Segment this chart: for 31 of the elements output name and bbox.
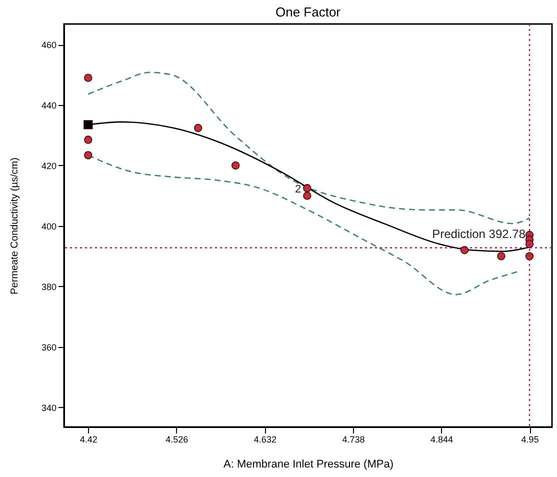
point xyxy=(84,151,92,160)
annotation: 2 xyxy=(295,184,302,196)
y-tick-label: 340 xyxy=(41,402,56,413)
point xyxy=(84,120,93,130)
line-series xyxy=(88,72,530,224)
chart-title: One Factor xyxy=(275,4,342,20)
y-tick-label: 400 xyxy=(41,221,56,232)
x-tick-label: 4.42 xyxy=(80,434,98,444)
point xyxy=(303,192,312,200)
y-axis-title: Permeate Conductivity (µs/cm) xyxy=(9,158,20,294)
y-tick-label: 420 xyxy=(41,160,56,171)
x-axis-title: A: Membrane Inlet Pressure (MPa) xyxy=(224,458,394,470)
point xyxy=(303,184,312,192)
y-tick-label: 460 xyxy=(41,40,56,50)
y-tick-label: 360 xyxy=(41,342,56,352)
point xyxy=(84,74,92,82)
annotation: Prediction 392.78 xyxy=(432,226,526,241)
x-tick-label: 4.526 xyxy=(166,434,188,444)
point xyxy=(525,240,534,248)
x-tick-label: 4.738 xyxy=(342,434,365,444)
point xyxy=(497,252,506,260)
point xyxy=(84,136,92,144)
x-tick-label: 4.844 xyxy=(430,434,454,444)
point xyxy=(231,161,240,170)
x-tick-label: 4.95 xyxy=(521,434,539,444)
point xyxy=(525,252,534,260)
y-tick-label: 380 xyxy=(41,282,56,292)
y-tick-label: 440 xyxy=(41,100,56,111)
x-tick-label: 4.632 xyxy=(254,434,276,444)
point xyxy=(460,246,469,254)
point xyxy=(194,124,202,132)
